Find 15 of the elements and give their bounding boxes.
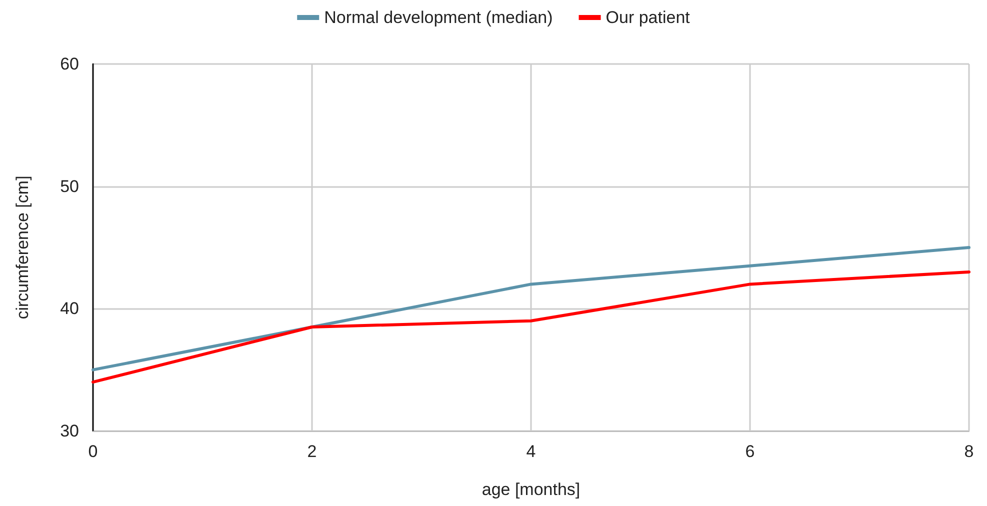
line-series — [92, 246, 970, 372]
legend-label: Our patient — [606, 8, 690, 27]
x-tick-label: 8 — [964, 442, 974, 461]
x-tick-label: 2 — [307, 442, 317, 461]
x-tick-label: 6 — [745, 442, 755, 461]
x-tick-label: 4 — [526, 442, 536, 461]
y-axis-title: circumference [cm] — [13, 176, 32, 320]
line-series — [92, 270, 970, 384]
y-tick-label: 60 — [60, 54, 79, 74]
y-tick-label: 30 — [60, 422, 79, 440]
x-tick-label: 0 — [88, 442, 98, 461]
x-axis-title: age [months] — [482, 480, 580, 499]
y-tick-label: 40 — [60, 299, 79, 318]
y-tick-label: 50 — [60, 176, 79, 196]
legend-label: Normal development (median) — [324, 8, 553, 27]
